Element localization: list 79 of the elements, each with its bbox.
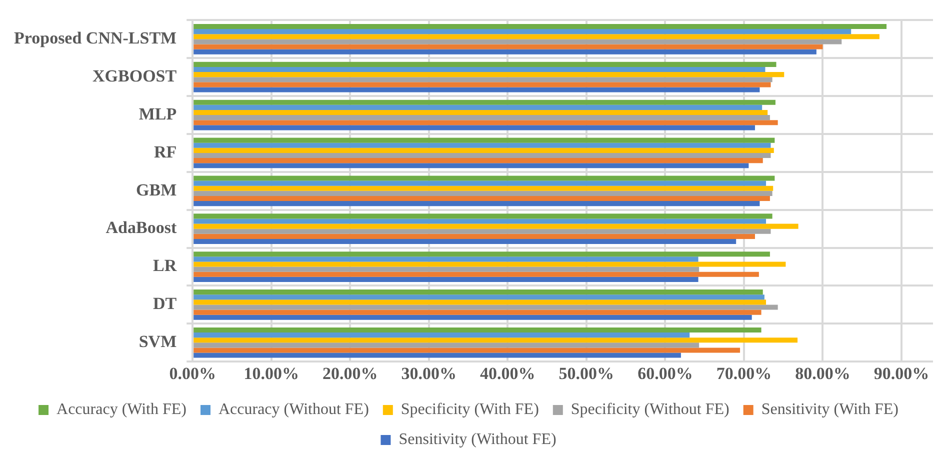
bar <box>194 100 776 105</box>
legend-label: Accuracy (With FE) <box>56 401 186 418</box>
bar <box>194 24 887 30</box>
bar <box>194 310 762 315</box>
bar <box>194 120 778 126</box>
y-tick-label: DT <box>152 294 178 314</box>
bar <box>194 34 880 40</box>
legend-label: Sensitivity (With FE) <box>761 401 898 418</box>
x-tick-label: 40.00% <box>480 364 536 384</box>
legend-label: Accuracy (Without FE) <box>218 401 369 418</box>
bar <box>194 158 763 164</box>
legend-label: Sensitivity (Without FE) <box>398 431 556 448</box>
bar <box>194 82 771 88</box>
bar <box>194 77 772 82</box>
bar <box>194 276 698 282</box>
bar <box>194 72 784 78</box>
bar <box>194 62 776 67</box>
y-tick-label: GBM <box>136 180 177 200</box>
bar <box>194 201 760 206</box>
x-tick-label: 90.00% <box>874 364 930 384</box>
bar <box>194 256 698 262</box>
bar <box>194 180 766 186</box>
bar <box>194 272 759 277</box>
bar <box>194 49 816 54</box>
bar <box>194 224 798 229</box>
y-tick-label: LR <box>152 256 178 276</box>
bar <box>194 238 736 244</box>
y-tick-label: AdaBoost <box>106 218 177 238</box>
bar <box>194 176 775 181</box>
x-tick-label: 70.00% <box>716 364 772 384</box>
x-tick-label: 50.00% <box>558 364 614 384</box>
bar <box>194 234 755 239</box>
bar <box>194 196 770 202</box>
bar <box>194 152 771 158</box>
bar <box>194 39 842 44</box>
legend-label: Specificity (With FE) <box>400 401 539 418</box>
x-tick-label: 20.00% <box>322 364 378 384</box>
bar <box>194 342 700 348</box>
bar <box>194 148 774 153</box>
bar <box>194 87 760 92</box>
bar <box>194 29 852 34</box>
bar <box>194 186 774 191</box>
bar <box>194 214 772 219</box>
y-tick-label: RF <box>154 142 177 162</box>
bar <box>194 115 770 120</box>
x-tick-label: 30.00% <box>401 364 457 384</box>
y-tick-label: SVM <box>138 332 177 352</box>
y-tick-label: Proposed CNN-LSTM <box>14 28 177 48</box>
bar <box>194 218 766 224</box>
x-tick-label: 10.00% <box>244 364 299 384</box>
bar <box>194 304 778 310</box>
bar <box>194 228 771 234</box>
bar <box>194 352 681 358</box>
bar <box>194 290 763 295</box>
bar <box>194 44 823 50</box>
x-tick-label: 60.00% <box>638 364 693 384</box>
bar <box>194 300 766 305</box>
bar <box>194 252 770 257</box>
bar <box>194 125 755 130</box>
bar <box>194 163 749 168</box>
bar <box>194 348 740 353</box>
bar <box>194 338 798 343</box>
bar <box>194 262 786 267</box>
bar <box>194 314 752 320</box>
bar <box>194 266 700 272</box>
bar <box>194 66 766 72</box>
bar <box>194 142 771 148</box>
x-tick-label: 80.00% <box>795 364 850 384</box>
bar <box>194 327 762 333</box>
bar <box>194 332 690 338</box>
bar <box>194 190 772 196</box>
bar <box>194 294 764 300</box>
y-tick-label: MLP <box>138 104 177 124</box>
legend-label: Specificity (Without FE) <box>570 401 730 418</box>
bar <box>194 138 775 143</box>
x-tick-label: 0.00% <box>169 364 216 384</box>
bar <box>194 104 762 110</box>
y-tick-label: XGBOOST <box>92 66 178 86</box>
bar <box>194 110 768 116</box>
